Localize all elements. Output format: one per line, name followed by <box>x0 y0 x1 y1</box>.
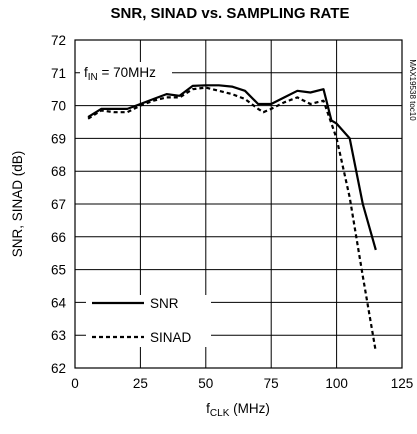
series-lines <box>87 84 377 352</box>
y-tick-label: 66 <box>51 230 66 245</box>
y-tick-label: 62 <box>51 361 66 376</box>
y-tick-label: 72 <box>51 33 66 48</box>
annotation-backdrop <box>80 62 172 80</box>
x-tick-label: 25 <box>133 376 148 391</box>
series-line-sinad <box>87 86 377 352</box>
chart-title: SNR, SINAD vs. SAMPLING RATE <box>111 5 350 22</box>
legend-label-snr: SNR <box>150 296 179 311</box>
y-tick-label: 65 <box>51 263 66 278</box>
x-axis-label: fCLK (MHz) <box>206 401 270 419</box>
legend: SNR SINAD <box>86 295 211 347</box>
plot-frame <box>74 39 403 369</box>
y-tick-label: 67 <box>51 197 66 212</box>
y-tick-label: 71 <box>51 66 66 81</box>
side-id-label: MAX19538 toc10 <box>408 59 417 121</box>
y-tick-label: 63 <box>51 328 66 343</box>
fin-annotation: fIN = 70MHz <box>84 65 156 83</box>
x-tick-labels: 0 25 50 75 100 125 <box>71 376 413 391</box>
y-tick-label: 70 <box>51 99 66 114</box>
x-tick-label: 0 <box>71 376 79 391</box>
y-tick-label: 68 <box>51 164 66 179</box>
y-tick-labels: 62 63 64 65 66 67 68 69 70 71 72 <box>51 33 67 376</box>
y-tick-label: 64 <box>51 295 67 310</box>
series-line-snr <box>87 84 377 251</box>
x-tick-label: 75 <box>264 376 279 391</box>
legend-label-sinad: SINAD <box>150 330 192 345</box>
x-tick-label: 50 <box>198 376 213 391</box>
x-tick-label: 100 <box>325 376 348 391</box>
y-axis-label: SNR, SINAD (dB) <box>10 151 25 258</box>
y-tick-label: 69 <box>51 131 66 146</box>
x-tick-label: 125 <box>391 376 414 391</box>
